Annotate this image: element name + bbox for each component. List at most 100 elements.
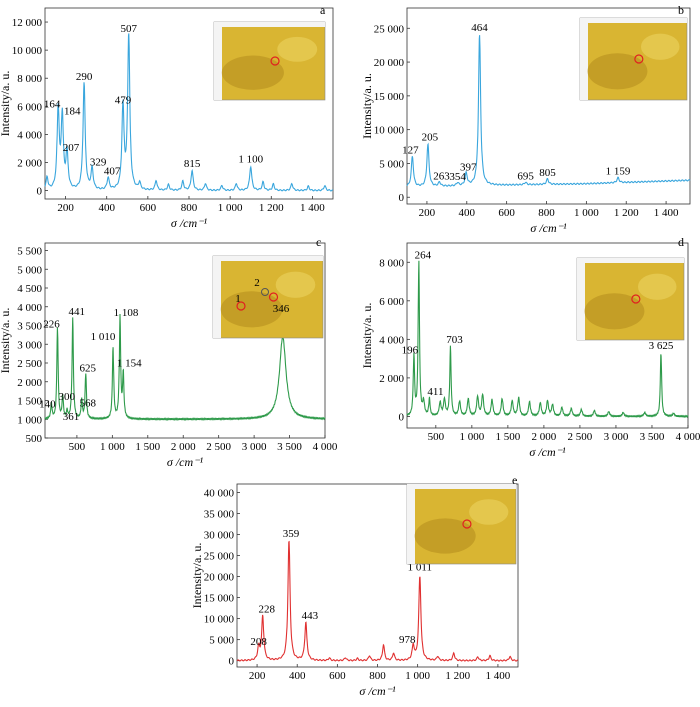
peak-label: 464: [471, 22, 488, 34]
y-tick-label: 500: [26, 433, 43, 445]
measurement-spot-marker: [268, 292, 279, 302]
x-tick-label: 3 000: [604, 431, 629, 443]
chart-panel-d: 500 1 000 1 500 2 000 2 500 3 000 3 500 4 000 0 2…: [360, 235, 700, 459]
peak-label: 329: [90, 157, 107, 169]
y-axis-label: Intensity/a. u.: [360, 303, 374, 369]
peak-label: 695: [517, 170, 534, 182]
y-tick-label: 10 000: [12, 45, 43, 57]
y-tick-label: 2 000: [17, 157, 42, 169]
peak-label: 228: [258, 604, 275, 616]
y-tick-label: 4 000: [379, 334, 404, 346]
y-tick-label: 10 000: [204, 614, 235, 626]
peak-label: 226: [43, 318, 60, 330]
peak-label: 208: [250, 636, 267, 648]
x-axis-label: σ /cm⁻¹: [167, 455, 204, 469]
y-tick-label: 0: [229, 656, 235, 668]
peak-label: 359: [283, 528, 300, 540]
x-tick-label: 1 000: [100, 441, 125, 453]
panel-letter: c: [316, 235, 321, 249]
peak-label: 207: [63, 142, 80, 154]
peak-label: 361: [63, 411, 80, 423]
peak-label: 625: [80, 362, 97, 374]
y-tick-label: 5 000: [379, 158, 404, 170]
x-tick-label: 1 200: [445, 670, 470, 682]
peak-label: 140: [39, 398, 56, 410]
y-tick-label: 15 000: [204, 593, 235, 605]
y-tick-label: 4 500: [17, 283, 42, 295]
y-axis-label: Intensity/a. u.: [190, 543, 204, 609]
measurement-spot-marker: [236, 301, 246, 311]
x-tick-label: 800: [538, 207, 555, 219]
x-axis-label: σ /cm⁻¹: [171, 216, 208, 230]
peak-label: 397: [460, 162, 477, 174]
x-axis-label: σ /cm⁻¹: [530, 221, 567, 235]
inset-label: 346: [273, 303, 290, 315]
measurement-spot-marker: [261, 288, 269, 296]
y-axis-label: Intensity/a. u.: [360, 73, 374, 139]
measurement-spot-marker: [462, 519, 472, 529]
x-tick-label: 600: [140, 202, 157, 214]
x-axis-label: σ /cm⁻¹: [529, 445, 566, 459]
peak-label: 443: [302, 610, 319, 622]
peak-label: 205: [422, 132, 439, 144]
y-tick-label: 15 000: [374, 91, 405, 103]
x-tick-label: 1 200: [259, 202, 284, 214]
peak-label: 290: [76, 71, 93, 83]
x-tick-label: 500: [428, 431, 445, 443]
y-tick-label: 2 500: [17, 358, 42, 370]
x-tick-label: 1 400: [654, 207, 679, 219]
x-tick-label: 500: [69, 441, 86, 453]
x-tick-label: 1 000: [405, 670, 430, 682]
y-tick-label: 0: [399, 192, 405, 204]
y-tick-label: 8 000: [17, 73, 42, 85]
peak-label: 1 010: [91, 331, 116, 343]
y-tick-label: 0: [37, 186, 43, 198]
micrograph-inset: 1 2 346: [212, 255, 324, 339]
peak-label: 568: [79, 398, 96, 410]
y-tick-label: 2 000: [17, 377, 42, 389]
x-tick-label: 4 000: [313, 441, 338, 453]
x-tick-label: 800: [181, 202, 198, 214]
x-tick-label: 200: [419, 207, 436, 219]
y-tick-label: 3 500: [17, 321, 42, 333]
y-tick-label: 3 000: [17, 339, 42, 351]
micrograph-inset: [213, 21, 326, 101]
peak-label: 184: [64, 106, 81, 118]
panel-letter: d: [678, 235, 684, 249]
spectrum-line-b: [406, 35, 691, 187]
spectrum-line-e: [236, 540, 519, 662]
y-tick-label: 4 000: [17, 302, 42, 314]
y-tick-label: 5 500: [17, 246, 42, 258]
peak-label: 354: [449, 171, 466, 183]
y-tick-label: 20 000: [204, 572, 235, 584]
chart-panel-a: 200 400 600 800 1 000 1 200 1 400 0 2 000 4 000 6 …: [0, 3, 334, 230]
peak-label: 164: [44, 99, 61, 111]
chart-panel-e: 200 400 600 800 1 000 1 200 1 400 0 5 000 10 000 1…: [190, 473, 519, 698]
micrograph-inset: [579, 17, 688, 101]
micrograph-inset: [406, 483, 517, 565]
spectrum-line-d: [406, 260, 689, 419]
x-tick-label: 400: [289, 670, 306, 682]
x-tick-label: 2 000: [171, 441, 196, 453]
panel-letter: b: [678, 3, 684, 17]
y-tick-label: 1 500: [17, 396, 42, 408]
peak-label: 1 100: [238, 154, 263, 166]
y-tick-label: 0: [399, 411, 405, 423]
x-tick-label: 2 500: [206, 441, 231, 453]
peak-label: 815: [184, 158, 201, 170]
panel-letter: a: [320, 3, 326, 17]
peak-label: 507: [120, 23, 137, 35]
spectrum-line-a: [44, 33, 333, 192]
inset-label: 1: [235, 293, 241, 305]
peak-label: 300: [58, 391, 75, 403]
y-axis-label: Intensity/a. u.: [0, 308, 12, 374]
x-tick-label: 1 000: [574, 207, 599, 219]
x-tick-label: 1 500: [135, 441, 160, 453]
x-tick-label: 2 000: [532, 431, 557, 443]
y-tick-label: 6 000: [17, 101, 42, 113]
x-tick-label: 1 200: [614, 207, 639, 219]
peak-label: 441: [68, 306, 85, 318]
peak-label: 127: [402, 145, 419, 157]
y-tick-label: 40 000: [204, 487, 235, 499]
